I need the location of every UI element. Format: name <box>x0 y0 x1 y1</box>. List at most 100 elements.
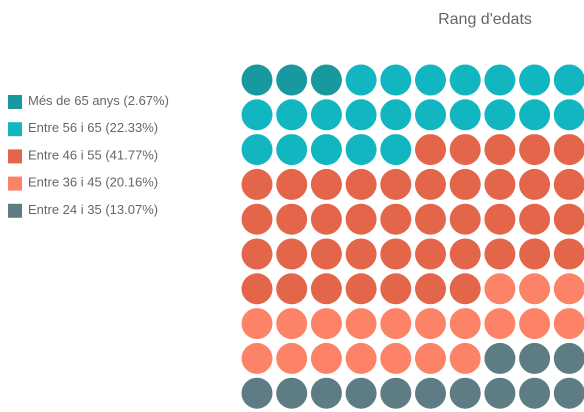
waffle-dot <box>345 203 377 235</box>
waffle-dot <box>553 203 584 235</box>
waffle-dot <box>380 64 412 96</box>
legend-swatch <box>8 122 22 137</box>
waffle-dot <box>519 273 551 305</box>
waffle-dot <box>449 64 481 96</box>
waffle-dot <box>276 134 308 166</box>
waffle-dot <box>380 273 412 305</box>
legend-name: Més de 65 anys <box>28 93 120 108</box>
waffle-dot <box>519 377 551 409</box>
waffle-dot <box>380 308 412 340</box>
waffle-dot <box>449 377 481 409</box>
legend-swatch <box>8 95 22 109</box>
legend-value: (41.77%) <box>105 148 158 163</box>
legend-name: Entre 46 i 55 <box>28 148 102 163</box>
legend-swatch <box>8 176 22 191</box>
waffle-dot <box>484 342 516 374</box>
waffle-dot <box>415 203 446 235</box>
waffle-dot <box>415 99 446 131</box>
waffle-dot <box>310 203 342 235</box>
waffle-dot <box>241 238 273 270</box>
waffle-dot <box>449 273 481 305</box>
waffle-dot <box>553 377 584 409</box>
waffle-dot <box>553 308 584 340</box>
legend-name: Entre 56 i 65 <box>28 121 102 136</box>
legend-name: Entre 36 i 45 <box>28 175 102 190</box>
waffle-dot <box>484 377 516 409</box>
legend-label: Entre 46 i 55 (41.77%) <box>28 148 158 163</box>
waffle-dot <box>345 168 377 200</box>
waffle-dot <box>553 168 584 200</box>
waffle-dot <box>310 134 342 166</box>
waffle-dot <box>519 342 551 374</box>
waffle-dot <box>519 64 551 96</box>
waffle-dot <box>449 308 481 340</box>
waffle-dot <box>345 308 377 340</box>
waffle-dot <box>519 99 551 131</box>
waffle-dot <box>241 273 273 305</box>
waffle-dot <box>449 342 481 374</box>
legend-label: Més de 65 anys (2.67%) <box>28 93 169 108</box>
waffle-dot <box>241 168 273 200</box>
waffle-dot <box>276 168 308 200</box>
waffle-dot <box>241 308 273 340</box>
waffle-dot <box>553 238 584 270</box>
waffle-dot <box>380 238 412 270</box>
legend-label: Entre 56 i 65 (22.33%) <box>28 121 158 136</box>
legend-value: (22.33%) <box>105 121 158 136</box>
waffle-dot <box>415 238 446 270</box>
waffle-dot <box>415 168 446 200</box>
waffle-dot <box>484 134 516 166</box>
waffle-dot <box>484 168 516 200</box>
waffle-dot <box>276 203 308 235</box>
waffle-dot <box>449 134 481 166</box>
waffle-dot <box>449 168 481 200</box>
waffle-dot <box>345 99 377 131</box>
waffle-dot <box>415 342 446 374</box>
waffle-dot <box>380 99 412 131</box>
waffle-dot <box>415 64 446 96</box>
waffle-dot <box>519 168 551 200</box>
waffle-dot <box>345 238 377 270</box>
waffle-dot <box>449 99 481 131</box>
legend-value: (13.07%) <box>105 202 158 217</box>
chart-title: Rang d'edats <box>438 11 532 28</box>
waffle-dot <box>345 342 377 374</box>
waffle-dot <box>380 203 412 235</box>
waffle-dot <box>553 342 584 374</box>
waffle-dot <box>310 99 342 131</box>
waffle-dot <box>484 99 516 131</box>
waffle-dot <box>415 377 446 409</box>
waffle-dot <box>276 273 308 305</box>
waffle-dot <box>484 64 516 96</box>
waffle-dot <box>276 342 308 374</box>
legend-name: Entre 24 i 35 <box>28 202 102 217</box>
waffle-dot <box>345 134 377 166</box>
waffle-dot <box>553 134 584 166</box>
waffle-dot <box>276 308 308 340</box>
waffle-dot <box>484 238 516 270</box>
waffle-dot <box>519 134 551 166</box>
waffle-dot <box>484 273 516 305</box>
waffle-dot <box>415 308 446 340</box>
waffle-dot <box>241 377 273 409</box>
waffle-dot <box>519 238 551 270</box>
waffle-dot <box>553 99 584 131</box>
waffle-dot <box>380 342 412 374</box>
waffle-dot <box>519 308 551 340</box>
waffle-dot <box>380 134 412 166</box>
waffle-dot <box>276 99 308 131</box>
legend-label: Entre 24 i 35 (13.07%) <box>28 202 158 217</box>
waffle-dot <box>310 64 342 96</box>
waffle-dot <box>310 238 342 270</box>
waffle-dot <box>415 134 446 166</box>
waffle-dot <box>310 273 342 305</box>
waffle-dot <box>310 308 342 340</box>
waffle-dot <box>241 203 273 235</box>
legend-value: (20.16%) <box>105 175 158 190</box>
waffle-dot <box>484 308 516 340</box>
waffle-dot <box>310 342 342 374</box>
waffle-dot <box>345 273 377 305</box>
legend-value: (2.67%) <box>123 93 169 108</box>
waffle-dot <box>345 64 377 96</box>
